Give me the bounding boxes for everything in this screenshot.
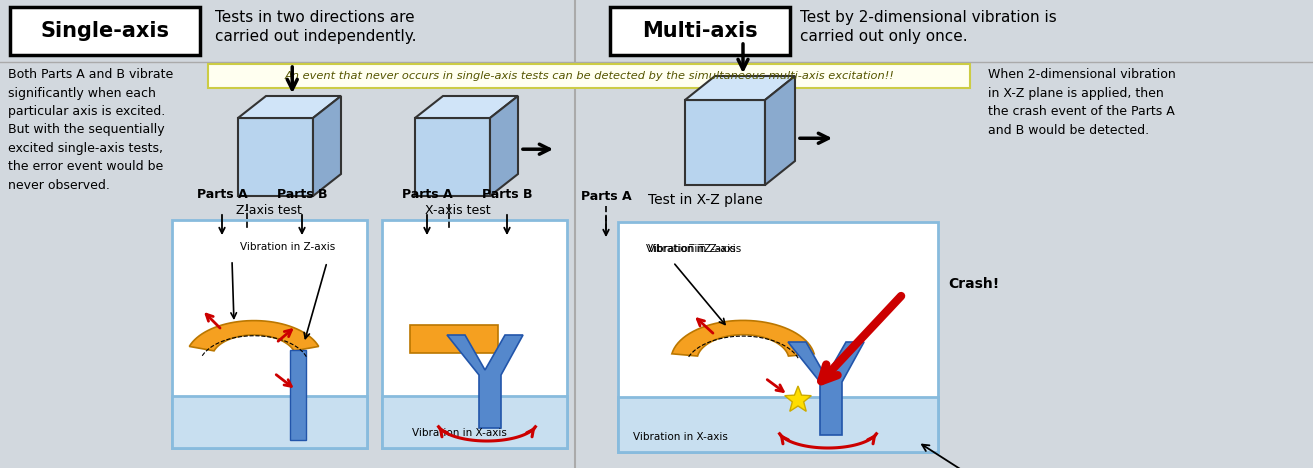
Polygon shape: [490, 96, 519, 196]
Bar: [611, 7, 790, 55]
Polygon shape: [446, 335, 523, 428]
Bar: [618, 222, 937, 452]
Bar: [11, 7, 200, 55]
Text: When 2-dimensional vibration
in X-Z plane is applied, then
the crash event of th: When 2-dimensional vibration in X-Z plan…: [987, 68, 1175, 137]
Polygon shape: [765, 76, 794, 185]
Text: Vibration in X-axis: Vibration in X-axis: [633, 432, 727, 442]
Polygon shape: [672, 321, 814, 356]
Polygon shape: [312, 96, 341, 196]
Polygon shape: [685, 100, 765, 185]
Polygon shape: [238, 118, 312, 196]
Text: Parts A: Parts A: [402, 188, 452, 201]
Text: Test in X-Z plane: Test in X-Z plane: [649, 193, 763, 207]
Bar: [382, 220, 567, 448]
Polygon shape: [788, 342, 864, 435]
Text: Vibration̅in̅Z-axis: Vibration̅in̅Z-axis: [649, 244, 737, 254]
Bar: [410, 325, 498, 353]
Polygon shape: [415, 118, 490, 196]
Text: An event that never occurs in single-axis tests can be detected by the simultane: An event that never occurs in single-axi…: [284, 71, 894, 81]
Bar: [382, 396, 567, 448]
Polygon shape: [785, 386, 811, 411]
Text: Both Parts A and B vibrate
significantly when each
particular axis is excited.
B: Both Parts A and B vibrate significantly…: [8, 68, 173, 192]
Text: Tests in two directions are
carried out independently.: Tests in two directions are carried out …: [215, 10, 416, 44]
Polygon shape: [189, 321, 319, 351]
Bar: [290, 350, 306, 440]
Bar: [207, 64, 970, 88]
Text: Vibration in Z-axis: Vibration in Z-axis: [240, 242, 335, 252]
Bar: [618, 397, 937, 452]
Text: Parts B: Parts B: [482, 188, 532, 201]
Text: Parts A: Parts A: [580, 190, 632, 203]
Polygon shape: [685, 76, 794, 100]
Text: Single-axis: Single-axis: [41, 21, 169, 41]
Text: X-axis test: X-axis test: [424, 204, 490, 217]
Text: Crash!: Crash!: [948, 277, 999, 291]
Text: Vibration in Z-axis: Vibration in Z-axis: [646, 244, 742, 254]
Text: Multi-axis: Multi-axis: [642, 21, 758, 41]
Text: Test by 2-dimensional vibration is
carried out only once.: Test by 2-dimensional vibration is carri…: [800, 10, 1057, 44]
Text: Parts A: Parts A: [197, 188, 247, 201]
Text: Vibration in X-axis: Vibration in X-axis: [412, 428, 507, 438]
Polygon shape: [415, 96, 519, 118]
Bar: [172, 220, 368, 448]
Polygon shape: [238, 96, 341, 118]
Text: Z-axis test: Z-axis test: [236, 204, 302, 217]
Bar: [172, 396, 368, 448]
Text: Parts B: Parts B: [277, 188, 327, 201]
